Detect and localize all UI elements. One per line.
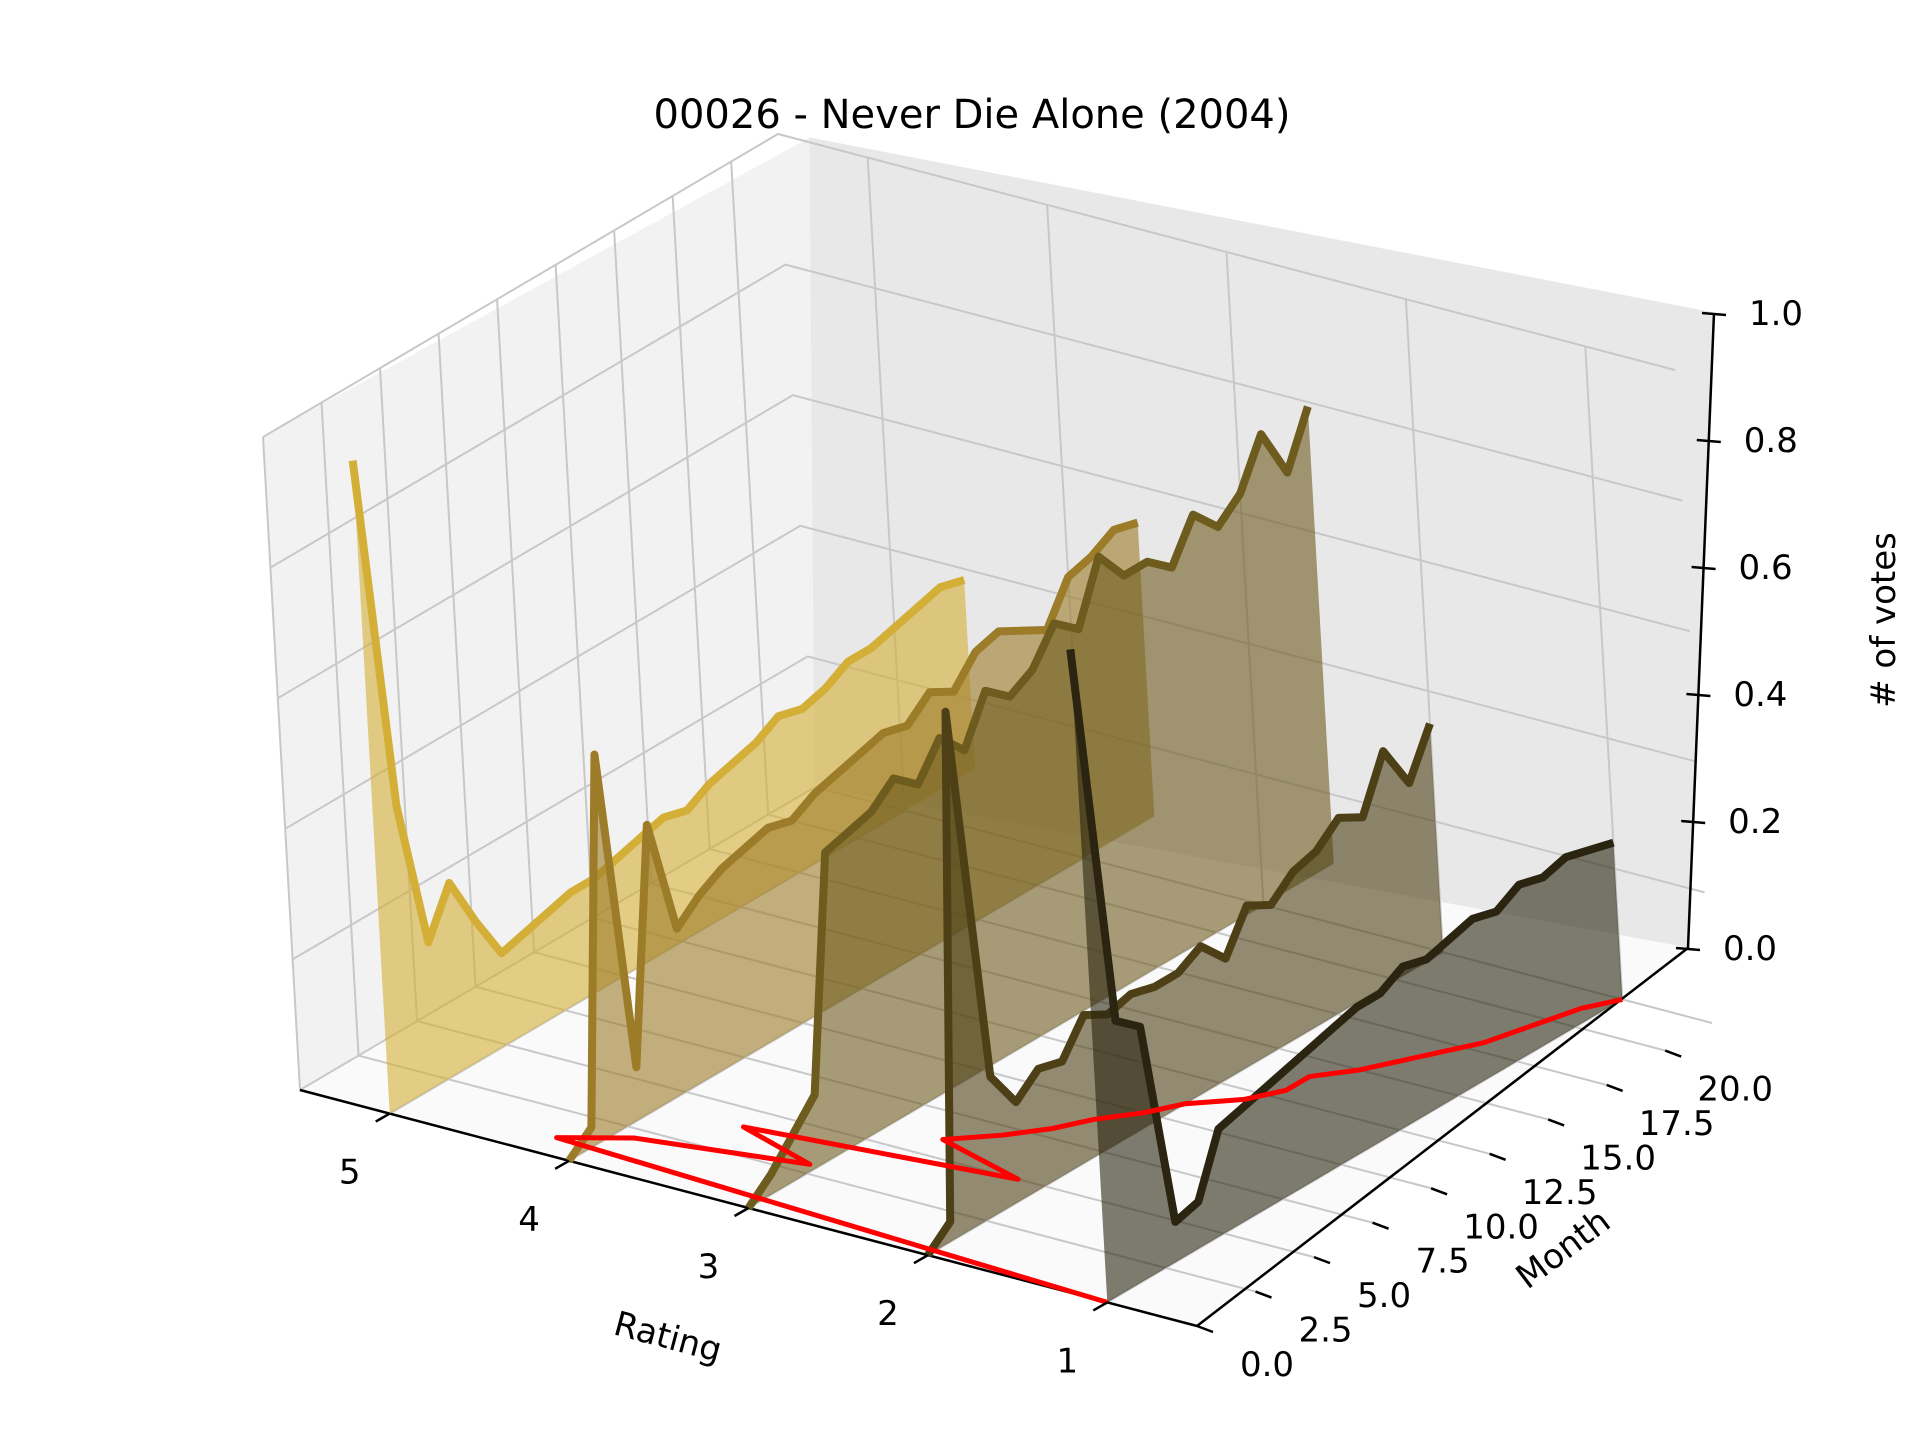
votes-tick-label: 0.0 <box>1723 929 1777 969</box>
month-tick-label: 15.0 <box>1580 1138 1656 1178</box>
month-tick-label: 0.0 <box>1240 1345 1294 1385</box>
rating-tick-mark <box>375 1112 391 1123</box>
trend-line <box>554 996 1623 1305</box>
votes-tick-mark <box>1691 565 1716 571</box>
month-tick-mark <box>1196 1324 1214 1334</box>
month-tick-mark <box>1372 1221 1390 1230</box>
series-line-rating-4 <box>565 518 1139 1164</box>
month-tick-label: 20.0 <box>1697 1070 1773 1110</box>
month-tick-mark <box>1489 1152 1507 1162</box>
series-area-rating-2 <box>927 711 1443 1256</box>
series-line-rating-5 <box>348 460 966 958</box>
rating-tick-label: 2 <box>877 1294 899 1334</box>
month-tick-label: 10.0 <box>1463 1207 1539 1247</box>
rating-tick-mark <box>1092 1301 1108 1312</box>
trend-group <box>554 996 1623 1305</box>
z-grid-line <box>262 132 1676 438</box>
votes-tick-mark <box>1686 692 1711 698</box>
chart-title: 00026 - Never Die Alone (2004) <box>654 92 1291 138</box>
month-tick-mark <box>1313 1255 1331 1265</box>
month-tick-label: 12.5 <box>1522 1173 1598 1213</box>
month-tick-label: 7.5 <box>1416 1242 1470 1282</box>
votes-tick-label: 0.6 <box>1739 548 1793 588</box>
month-tick-mark <box>1255 1290 1272 1299</box>
month-tick-label: 5.0 <box>1357 1276 1411 1316</box>
rating-tick-label: 4 <box>518 1200 540 1240</box>
votes-tick-mark <box>1681 819 1706 825</box>
series-group <box>348 405 1623 1303</box>
month-tick-label: 2.5 <box>1298 1311 1352 1351</box>
month-tick-label: 17.5 <box>1639 1104 1715 1144</box>
z-axis-label: # of votes <box>1864 532 1904 708</box>
rating-tick-mark <box>913 1254 929 1265</box>
z-grid-line <box>284 524 1698 830</box>
z-grid-line <box>269 263 1683 569</box>
z-grid-line <box>277 394 1691 700</box>
month-tick-mark <box>1606 1083 1624 1093</box>
rating-tick-mark <box>733 1206 750 1218</box>
tick-group: 123450.02.55.07.510.012.515.017.520.00.0… <box>339 294 1803 1385</box>
rating-tick-mark <box>554 1159 570 1170</box>
votes-tick-label: 1.0 <box>1749 294 1803 334</box>
month-tick-mark <box>1547 1118 1565 1127</box>
votes-tick-label: 0.2 <box>1728 802 1782 842</box>
month-tick-mark <box>1430 1187 1448 1196</box>
series-area-rating-3 <box>748 406 1334 1209</box>
rating-tick-label: 1 <box>1056 1341 1078 1381</box>
series-line-rating-1 <box>1066 648 1615 1226</box>
votes-tick-mark <box>1701 311 1727 317</box>
rating-tick-label: 5 <box>339 1153 361 1193</box>
y-axis-line <box>1196 947 1689 1327</box>
z-axis-line <box>1686 312 1716 949</box>
votes-tick-mark <box>1675 946 1701 952</box>
month-tick-mark <box>1664 1049 1682 1058</box>
series-line-rating-3 <box>745 405 1312 1211</box>
series-line-rating-2 <box>924 707 1434 1258</box>
votes-tick-mark <box>1696 438 1721 444</box>
series-area-rating-1 <box>1070 649 1623 1303</box>
rating-tick-label: 3 <box>698 1247 720 1287</box>
votes-tick-label: 0.4 <box>1733 675 1787 715</box>
x-axis-label: Rating <box>610 1304 726 1371</box>
votes-tick-label: 0.8 <box>1744 421 1798 461</box>
